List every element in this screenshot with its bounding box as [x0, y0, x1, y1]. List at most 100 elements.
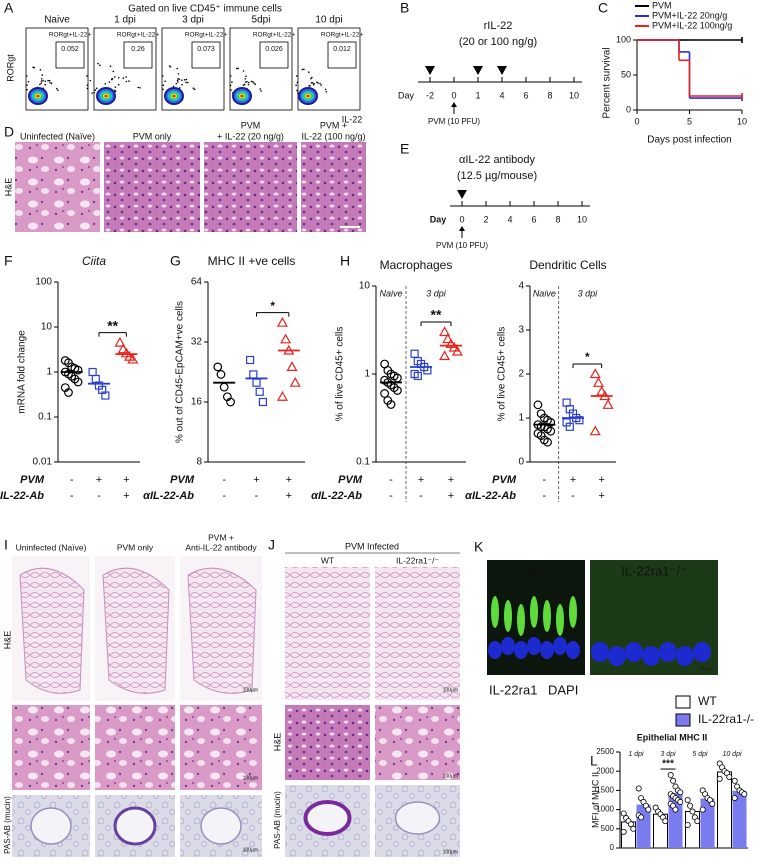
- data-point: [672, 806, 679, 813]
- event-dot: [259, 88, 262, 90]
- x-tick-label: 10: [737, 116, 747, 126]
- event-dot: [185, 81, 187, 84]
- data-point: [677, 798, 684, 805]
- timeline-day: 1: [475, 90, 480, 100]
- image-label: WT: [321, 555, 334, 565]
- data-point: [562, 398, 571, 407]
- event-dot: [308, 71, 310, 74]
- event-dot: [122, 77, 125, 79]
- lung-section: [187, 567, 257, 694]
- event-dot: [186, 81, 189, 84]
- row-value: -: [571, 490, 575, 502]
- infection-label: PVM (10 PFU): [436, 241, 488, 250]
- event-dot: [168, 65, 171, 67]
- image-label: IL-22ra1⁻/⁻: [396, 555, 440, 565]
- event-dot: [48, 79, 51, 82]
- nucleus: [642, 646, 660, 666]
- event-dot: [50, 82, 53, 85]
- histology-image: [301, 142, 366, 232]
- data-point: [589, 425, 601, 436]
- event-dot: [181, 79, 183, 81]
- gate-value: 0.073: [197, 46, 215, 53]
- data-point: [380, 389, 390, 398]
- nucleus: [527, 637, 541, 655]
- event-dot: [109, 65, 112, 68]
- infection-arrow-head: [451, 102, 457, 107]
- data-point: [117, 343, 129, 354]
- plot-label: 3 dpi: [182, 15, 204, 26]
- image-label: + IL-22 (20 ng/g): [217, 131, 284, 141]
- event-dot: [229, 84, 232, 86]
- event-dot: [40, 80, 43, 82]
- gate: [55, 41, 85, 69]
- data-point: [694, 818, 701, 825]
- significance-label: *: [270, 299, 275, 313]
- image-label: PVM only: [117, 542, 154, 552]
- row-label: PVM: [20, 474, 45, 486]
- event-dot: [176, 79, 179, 82]
- event-dot: [324, 88, 327, 91]
- event-dot: [25, 75, 28, 77]
- airway: [200, 807, 242, 845]
- event-dot: [26, 84, 28, 86]
- event-dot: [235, 67, 238, 70]
- side-label: PAS-AB (mucin): [273, 791, 282, 849]
- y-tick-label: 32: [191, 337, 203, 348]
- event-dot: [245, 75, 247, 78]
- timeline-day: 8: [555, 214, 560, 224]
- scale-bar: [340, 226, 360, 228]
- side-label: PAS-AB (mucin): [3, 796, 12, 854]
- event-dot: [246, 80, 248, 83]
- y-tick-label: 1: [46, 367, 52, 378]
- event-dot: [311, 76, 313, 79]
- data-point: [635, 785, 642, 792]
- row-value: -: [97, 490, 101, 502]
- row-value: -: [389, 490, 393, 502]
- significance-label: *: [585, 350, 590, 364]
- event-dot: [178, 87, 181, 89]
- event-dot: [247, 81, 250, 84]
- row-value: -: [70, 474, 74, 486]
- event-dot: [310, 81, 313, 84]
- row-label: αIL-22-Ab: [465, 490, 516, 502]
- group-label: Naive: [533, 288, 556, 298]
- event-dot: [242, 84, 245, 87]
- data-point: [589, 368, 601, 379]
- data-point: [386, 400, 396, 409]
- event-dot: [310, 77, 312, 80]
- event-dot: [242, 70, 245, 72]
- density-contour: [36, 94, 40, 98]
- data-point: [64, 388, 73, 397]
- event-dot: [40, 82, 43, 84]
- row-value: -: [255, 490, 259, 502]
- nucleus: [625, 642, 643, 662]
- event-dot: [97, 62, 99, 65]
- event-dot: [303, 68, 305, 71]
- panel-letter: J: [268, 537, 275, 553]
- signal: [517, 604, 525, 636]
- event-dot: [253, 82, 255, 84]
- row-value: +: [598, 474, 604, 486]
- treatment-arrow: [497, 66, 507, 75]
- scale-label: 100µm: [443, 849, 458, 855]
- row-value: +: [96, 474, 102, 486]
- event-dot: [175, 82, 178, 85]
- data-point: [413, 371, 422, 381]
- data-point: [280, 333, 292, 344]
- event-dot: [295, 84, 297, 86]
- axis-title: % out of CD45-EpCAM+ve cells: [175, 301, 186, 443]
- axis-title: Percent survival: [602, 47, 613, 118]
- event-dot: [42, 79, 44, 82]
- data-point: [684, 821, 691, 828]
- signal: [504, 600, 512, 632]
- event-dot: [39, 69, 42, 71]
- density-contour: [104, 94, 108, 98]
- event-dot: [254, 83, 257, 86]
- nucleus: [676, 646, 694, 666]
- timeline-day: 2: [483, 214, 488, 224]
- row-value: +: [448, 474, 454, 486]
- histology-image: [104, 142, 200, 232]
- data-point: [258, 397, 267, 407]
- data-point: [689, 808, 696, 815]
